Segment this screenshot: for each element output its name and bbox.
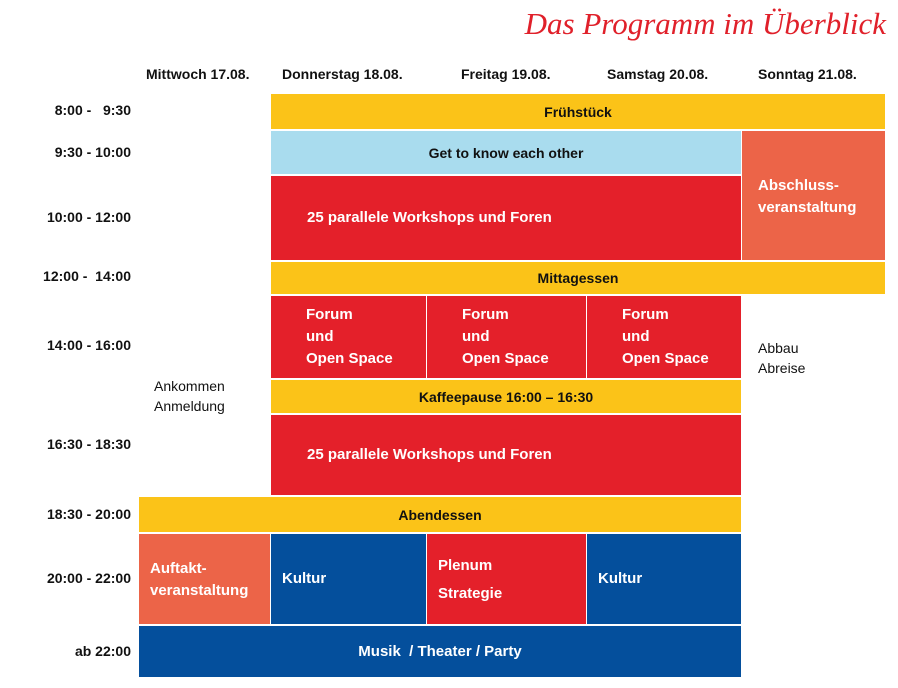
day-header-saturday: Samstag 20.08.: [607, 66, 709, 82]
plenum-label: Plenum: [438, 557, 493, 574]
event-kultur-thursday: Kultur: [270, 533, 427, 625]
event-fruehstueck: Frühstück: [270, 93, 886, 130]
day-header-wednesday: Mittwoch 17.08.: [146, 66, 250, 82]
day-header-thursday: Donnerstag 18.08.: [282, 66, 403, 82]
event-get-to-know: Get to know each other: [270, 130, 742, 175]
day-header-sunday: Sonntag 21.08.: [758, 66, 857, 82]
forum-saturday-line-3: Open Space: [622, 350, 709, 367]
anmeldung-label: Anmeldung: [154, 398, 225, 414]
time-label-2000: 20:00 - 22:00: [46, 570, 131, 586]
time-label-1200: 12:00 - 14:00: [43, 268, 131, 284]
event-workshops-afternoon: 25 parallele Workshops und Foren: [270, 414, 742, 496]
forum-thursday-line-1: Forum: [306, 306, 353, 323]
event-get-to-know-label: Get to know each other: [428, 144, 584, 161]
forum-friday-line-1: Forum: [462, 306, 509, 323]
event-workshops-morning: 25 parallele Workshops und Foren: [270, 175, 742, 261]
forum-thursday-line-3: Open Space: [306, 350, 393, 367]
kultur-saturday-label: Kultur: [598, 570, 643, 587]
abbau-label: Abbau: [758, 340, 799, 356]
event-forum-thursday: Forum und Open Space: [270, 295, 427, 379]
page-title: Das Programm im Überblick: [524, 6, 886, 41]
abreise-label: Abreise: [758, 360, 806, 376]
workshops-morning-label: 25 parallele Workshops und Foren: [307, 209, 552, 226]
day-header-friday: Freitag 19.08.: [461, 66, 551, 82]
event-abendessen: Abendessen: [138, 496, 742, 533]
event-forum-friday: Forum und Open Space: [426, 295, 587, 379]
musik-label: Musik / Theater / Party: [358, 643, 522, 660]
time-label-1000: 10:00 - 12:00: [46, 209, 131, 225]
strategie-label: Strategie: [438, 585, 503, 602]
time-label-0930: 9:30 - 10:00: [54, 144, 131, 160]
ankommen-label: Ankommen: [154, 378, 225, 394]
event-auftaktveranstaltung: Auftakt- veranstaltung: [138, 533, 271, 625]
kultur-thursday-label: Kultur: [282, 570, 327, 587]
time-label-1830: 18:30 - 20:00: [46, 506, 131, 522]
event-plenum-strategie: Plenum Strategie: [426, 533, 587, 625]
auftakt-line-1: Auftakt-: [150, 560, 207, 577]
event-abschlussveranstaltung: Abschluss- veranstaltung: [741, 130, 886, 261]
auftakt-line-2: veranstaltung: [150, 582, 249, 599]
time-label-0800: 8:00 - 9:30: [54, 102, 131, 118]
event-forum-saturday: Forum und Open Space: [586, 295, 742, 379]
event-mittagessen-label: Mittagessen: [537, 270, 619, 286]
forum-thursday-line-2: und: [306, 328, 334, 345]
event-kaffeepause: Kaffeepause 16:00 – 16:30: [270, 379, 742, 414]
workshops-afternoon-label: 25 parallele Workshops und Foren: [307, 446, 552, 463]
event-musik-theater-party: Musik / Theater / Party: [138, 625, 742, 678]
forum-saturday-line-1: Forum: [622, 306, 669, 323]
event-kultur-saturday: Kultur: [586, 533, 742, 625]
forum-saturday-line-2: und: [622, 328, 650, 345]
event-mittagessen: Mittagessen: [270, 261, 886, 295]
time-label-1630: 16:30 - 18:30: [46, 436, 131, 452]
forum-friday-line-3: Open Space: [462, 350, 549, 367]
event-fruehstueck-label: Frühstück: [544, 103, 612, 120]
time-label-1400: 14:00 - 16:00: [46, 337, 131, 353]
forum-friday-line-2: und: [462, 328, 490, 345]
event-kaffeepause-label: Kaffeepause 16:00 – 16:30: [418, 388, 594, 405]
event-abendessen-label: Abendessen: [398, 506, 482, 523]
abschluss-line-1: Abschluss-: [758, 177, 839, 194]
abschluss-line-2: veranstaltung: [758, 199, 857, 216]
time-label-2200: ab 22:00: [74, 643, 131, 659]
